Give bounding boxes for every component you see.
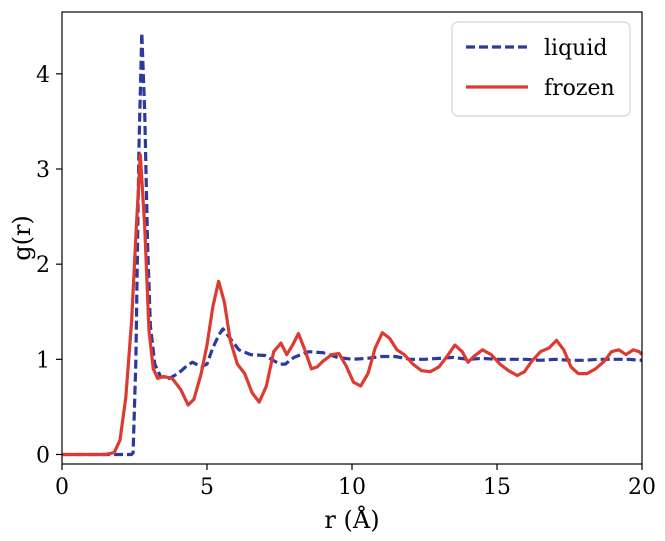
y-axis-label: g(r): [8, 215, 36, 261]
legend: liquid frozen: [451, 21, 631, 117]
y-tick-label: 0: [36, 443, 50, 468]
x-axis-label: r (Å): [324, 505, 379, 534]
x-tick-label: 20: [628, 475, 656, 500]
series-lines: [62, 31, 644, 457]
y-axis: 0 1 2 3 4: [36, 63, 62, 468]
legend-label-frozen: frozen: [544, 76, 615, 101]
y-tick-label: 3: [36, 158, 50, 183]
series-line-frozen: [62, 153, 644, 457]
x-axis: 0 5 10 15 20: [55, 464, 656, 500]
legend-label-liquid: liquid: [544, 36, 607, 61]
y-tick-label: 2: [36, 253, 50, 278]
series-line-liquid: [62, 31, 643, 457]
y-tick-label: 4: [36, 63, 50, 88]
y-tick-label: 1: [36, 348, 50, 373]
x-tick-label: 15: [483, 475, 511, 500]
x-tick-label: 5: [200, 475, 214, 500]
x-tick-label: 10: [338, 475, 366, 500]
x-tick-label: 0: [55, 475, 69, 500]
